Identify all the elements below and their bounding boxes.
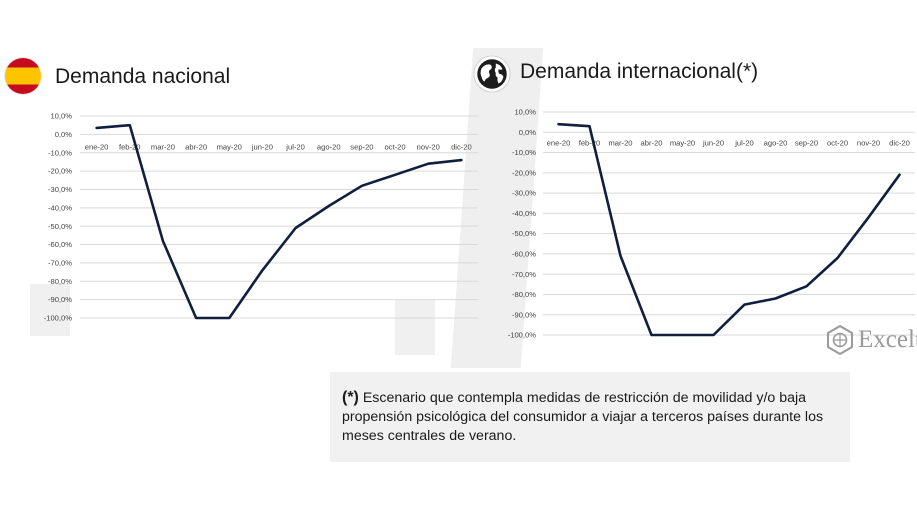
x-tick-label: oct-20 xyxy=(385,142,406,151)
y-tick-label: -100,0% xyxy=(44,314,73,323)
spain-flag-icon xyxy=(5,58,41,94)
y-tick-label: -50,0% xyxy=(48,222,72,231)
x-tick-label: nov-20 xyxy=(417,142,440,151)
y-tick-label: 10,0% xyxy=(514,108,536,117)
y-tick-label: 0,0% xyxy=(55,130,73,139)
chart-demanda-nacional: 10,0% 0,0% -10,0% -20,0% -30,0% -40,0% -50,0% -… xyxy=(44,112,478,323)
x-tick-label: mar-20 xyxy=(608,138,632,147)
footnote-text: Escenario que contempla medidas de restr… xyxy=(342,390,824,444)
x-tick-label: sep-20 xyxy=(350,142,373,151)
y-tick-label: 0,0% xyxy=(519,128,537,137)
x-tick-label: nov-20 xyxy=(857,138,880,147)
x-tick-label: may-20 xyxy=(670,138,695,147)
background-shape xyxy=(395,300,435,355)
x-tick-label: sep-20 xyxy=(795,138,818,147)
footnote: (*) Escenario que contempla medidas de r… xyxy=(342,388,862,446)
y-tick-label: 10,0% xyxy=(50,112,72,121)
series-line xyxy=(95,123,463,320)
y-tick-label: -10,0% xyxy=(512,148,536,157)
y-tick-label: -70,0% xyxy=(48,259,72,268)
y-tick-label: -80,0% xyxy=(512,290,536,299)
y-tick-label: -20,0% xyxy=(512,168,536,177)
hexagon-logo-icon xyxy=(827,325,853,355)
logo-wordmark: Excelt xyxy=(858,326,917,353)
background-shape xyxy=(330,372,850,462)
x-tick-label: jun-20 xyxy=(251,142,273,151)
x-tick-label: ene-20 xyxy=(547,138,571,147)
x-tick-label: feb-20 xyxy=(119,142,141,151)
y-tick-label: -90,0% xyxy=(512,310,536,319)
y-tick-label: -60,0% xyxy=(512,250,536,259)
x-tick-label: dic-20 xyxy=(451,142,472,151)
y-tick-label: -50,0% xyxy=(512,229,536,238)
background-shape xyxy=(30,284,70,336)
x-tick-label: jul-20 xyxy=(285,142,305,151)
y-tick-label: -90,0% xyxy=(48,295,72,304)
globe-icon xyxy=(473,55,511,93)
x-tick-label: may-20 xyxy=(217,142,242,151)
x-tick-label: dic-20 xyxy=(889,138,910,147)
x-tick-label: abr-20 xyxy=(185,142,207,151)
x-tick-label: ago-20 xyxy=(317,142,341,151)
y-tick-label: -40,0% xyxy=(512,209,536,218)
footnote-marker: (*) xyxy=(342,389,359,406)
x-tick-label: oct-20 xyxy=(827,138,848,147)
y-tick-label: -10,0% xyxy=(48,148,72,157)
x-tick-label: feb-20 xyxy=(579,138,601,147)
y-tick-label: -100,0% xyxy=(508,331,537,340)
y-tick-label: -80,0% xyxy=(48,277,72,286)
y-tick-label: -30,0% xyxy=(512,189,536,198)
x-tick-label: jun-20 xyxy=(702,138,724,147)
y-tick-label: -20,0% xyxy=(48,167,72,176)
logo: Excelt xyxy=(826,321,917,359)
x-tick-label: mar-20 xyxy=(151,142,175,151)
left-panel-title: Demanda nacional xyxy=(55,65,231,88)
chart-demanda-internacional: 10,0% 0,0% -10,0% -20,0% -30,0% -40,0% -50,0% -… xyxy=(508,108,915,340)
y-tick-label: -70,0% xyxy=(512,270,536,279)
x-tick-label: ene-20 xyxy=(85,142,109,151)
x-tick-label: jul-20 xyxy=(734,138,754,147)
series-line xyxy=(557,122,901,337)
x-tick-label: ago-20 xyxy=(764,138,788,147)
y-tick-label: -40,0% xyxy=(48,203,72,212)
right-panel-title: Demanda internacional(*) xyxy=(520,60,759,83)
x-tick-label: abr-20 xyxy=(641,138,663,147)
y-tick-label: -60,0% xyxy=(48,240,72,249)
y-tick-label: -30,0% xyxy=(48,185,72,194)
